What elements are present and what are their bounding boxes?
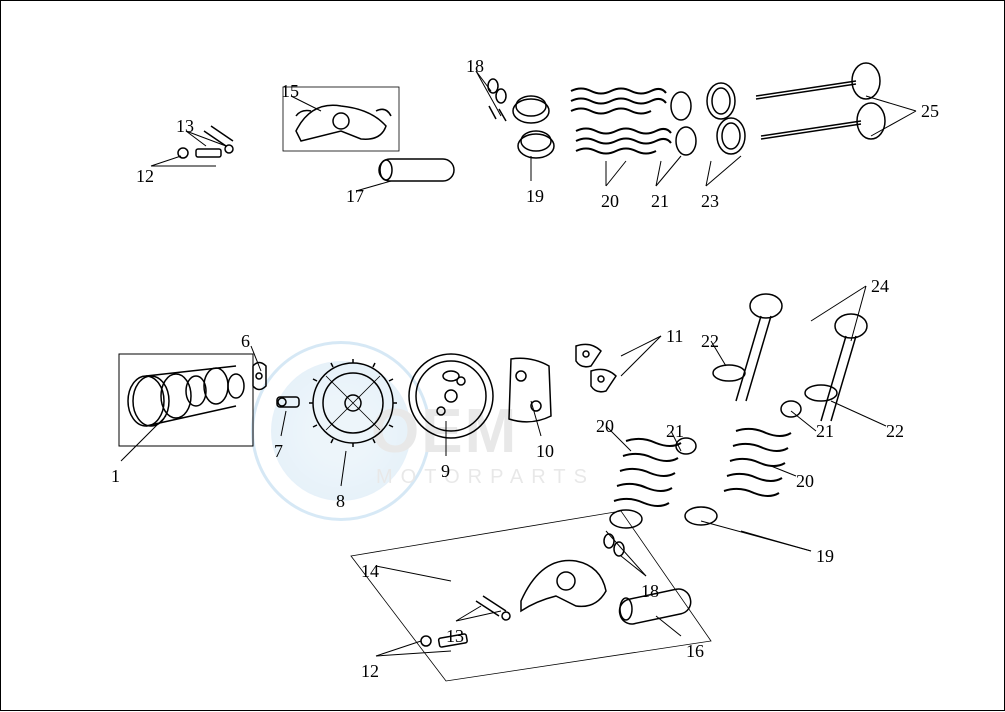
callout-25: 25 <box>921 101 939 122</box>
callout-13: 13 <box>176 116 194 137</box>
callout-22: 22 <box>701 331 719 352</box>
callout-12: 12 <box>361 661 379 682</box>
callout-20: 20 <box>796 471 814 492</box>
leader-lines-layer <box>1 1 1005 712</box>
callout-21: 21 <box>816 421 834 442</box>
callout-7: 7 <box>274 441 283 462</box>
callout-21: 21 <box>666 421 684 442</box>
callout-11: 11 <box>666 326 683 347</box>
callout-20: 20 <box>601 191 619 212</box>
callout-8: 8 <box>336 491 345 512</box>
callout-23: 23 <box>701 191 719 212</box>
callout-24: 24 <box>871 276 889 297</box>
callout-9: 9 <box>441 461 450 482</box>
callout-20: 20 <box>596 416 614 437</box>
callout-13: 13 <box>446 626 464 647</box>
callout-19: 19 <box>816 546 834 567</box>
callout-18: 18 <box>466 56 484 77</box>
callout-12: 12 <box>136 166 154 187</box>
callout-14: 14 <box>361 561 379 582</box>
callout-17: 17 <box>346 186 364 207</box>
callout-22: 22 <box>886 421 904 442</box>
callout-15: 15 <box>281 81 299 102</box>
callout-19: 19 <box>526 186 544 207</box>
callout-6: 6 <box>241 331 250 352</box>
callout-10: 10 <box>536 441 554 462</box>
callout-1: 1 <box>111 466 120 487</box>
callout-16: 16 <box>686 641 704 662</box>
diagram-container: OEM MOTORPARTS <box>0 0 1005 711</box>
callout-18: 18 <box>641 581 659 602</box>
callout-21: 21 <box>651 191 669 212</box>
